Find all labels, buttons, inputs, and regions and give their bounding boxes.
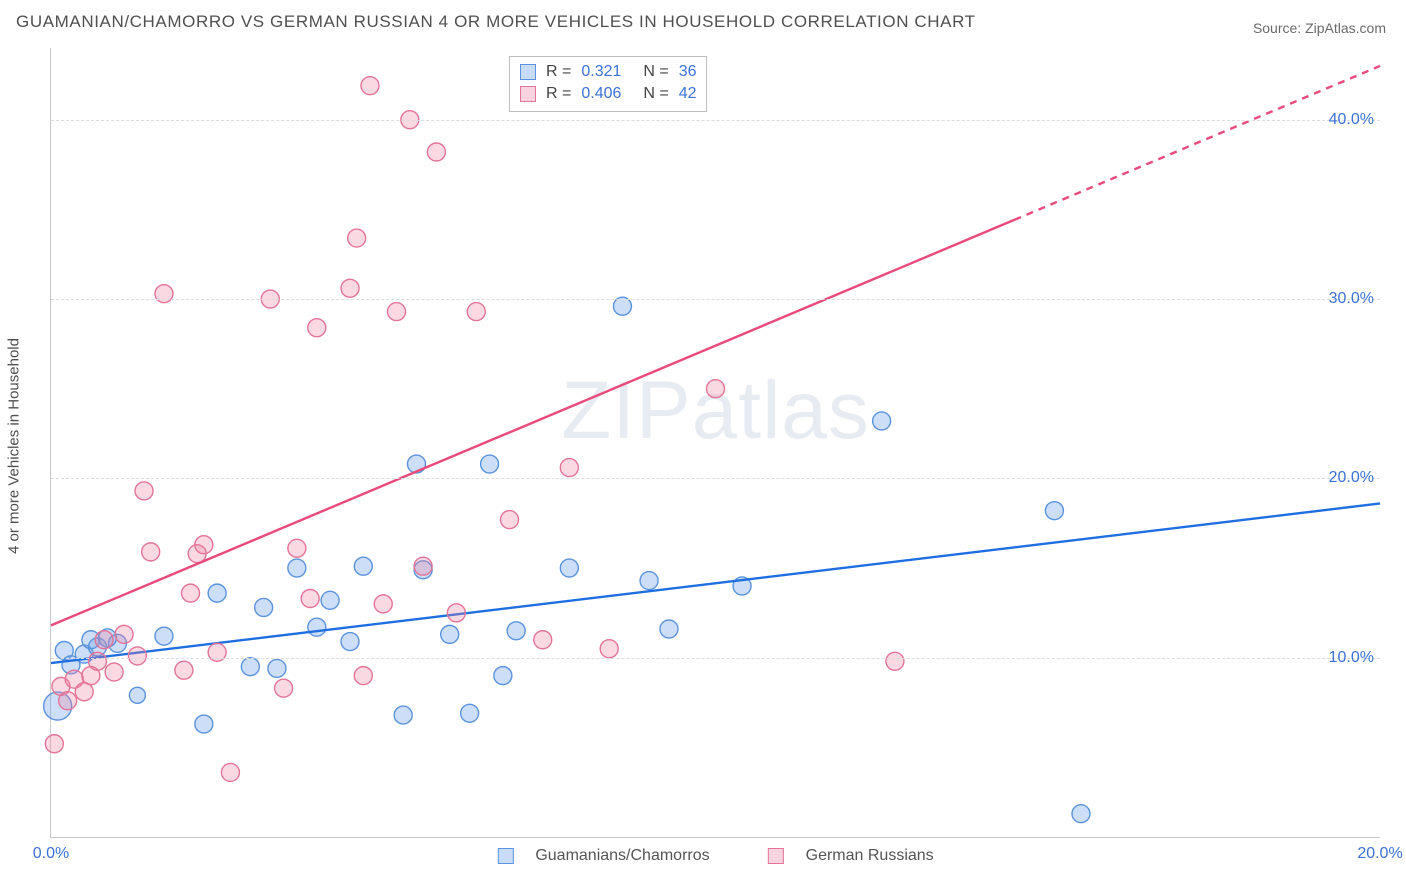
data-point xyxy=(275,679,293,697)
data-point xyxy=(45,735,63,753)
source-attribution: Source: ZipAtlas.com xyxy=(1253,20,1386,36)
data-point xyxy=(507,622,525,640)
r-label: R = xyxy=(546,63,571,81)
stats-row-series-1: R = 0.321 N = 36 xyxy=(520,61,696,83)
data-point xyxy=(155,627,173,645)
plot-area: ZIPatlas R = 0.321 N = 36 R = 0.406 N = … xyxy=(50,48,1380,838)
trend-line-extrapolated xyxy=(1015,66,1380,220)
data-point xyxy=(873,412,891,430)
legend-swatch-blue-icon xyxy=(497,848,513,864)
correlation-stats-box: R = 0.321 N = 36 R = 0.406 N = 42 xyxy=(509,56,707,112)
data-point xyxy=(241,658,259,676)
data-point xyxy=(354,557,372,575)
data-point xyxy=(288,559,306,577)
data-point xyxy=(707,380,725,398)
data-point xyxy=(501,511,519,529)
data-point xyxy=(195,715,213,733)
data-point xyxy=(447,604,465,622)
data-point xyxy=(221,763,239,781)
n-label: N = xyxy=(643,63,668,81)
data-point xyxy=(195,536,213,554)
data-point xyxy=(461,704,479,722)
data-point xyxy=(129,687,145,703)
data-point xyxy=(255,598,273,616)
data-point xyxy=(394,706,412,724)
data-point xyxy=(341,279,359,297)
legend-swatch-pink-icon xyxy=(768,848,784,864)
trend-line xyxy=(51,503,1380,663)
data-point xyxy=(128,647,146,665)
y-axis-label: 4 or more Vehicles in Household xyxy=(6,338,23,554)
y-tick-label: 30.0% xyxy=(1329,290,1374,308)
r-value-series-2: 0.406 xyxy=(581,85,633,103)
data-point xyxy=(886,652,904,670)
data-point xyxy=(374,595,392,613)
n-label: N = xyxy=(643,85,668,103)
legend-label-series-2: German Russians xyxy=(806,847,934,865)
data-point xyxy=(182,584,200,602)
data-point xyxy=(354,667,372,685)
data-point xyxy=(414,557,432,575)
chart-title: GUAMANIAN/CHAMORRO VS GERMAN RUSSIAN 4 O… xyxy=(16,12,976,32)
data-point xyxy=(481,455,499,473)
legend-swatch-blue-icon xyxy=(520,64,536,80)
data-point xyxy=(95,631,113,649)
gridline xyxy=(51,478,1380,479)
data-point xyxy=(308,618,326,636)
data-point xyxy=(208,584,226,602)
data-point xyxy=(1045,502,1063,520)
data-point xyxy=(105,663,123,681)
data-point xyxy=(560,459,578,477)
data-point xyxy=(467,303,485,321)
data-point xyxy=(308,319,326,337)
y-tick-label: 10.0% xyxy=(1329,649,1374,667)
y-tick-label: 20.0% xyxy=(1329,469,1374,487)
legend: Guamanians/Chamorros German Russians xyxy=(497,847,933,865)
data-point xyxy=(59,692,77,710)
data-point xyxy=(115,625,133,643)
data-point xyxy=(301,590,319,608)
gridline xyxy=(51,299,1380,300)
data-point xyxy=(135,482,153,500)
data-point xyxy=(534,631,552,649)
n-value-series-1: 36 xyxy=(679,63,697,81)
data-point xyxy=(288,539,306,557)
x-tick-label: 0.0% xyxy=(33,845,69,863)
r-value-series-1: 0.321 xyxy=(581,63,633,81)
stats-row-series-2: R = 0.406 N = 42 xyxy=(520,83,696,105)
data-point xyxy=(321,591,339,609)
data-point xyxy=(560,559,578,577)
data-point xyxy=(75,683,93,701)
data-point xyxy=(427,143,445,161)
data-point xyxy=(89,652,107,670)
data-point xyxy=(341,633,359,651)
data-point xyxy=(660,620,678,638)
x-tick-label: 20.0% xyxy=(1357,845,1402,863)
data-point xyxy=(268,659,286,677)
data-point xyxy=(388,303,406,321)
data-point xyxy=(142,543,160,561)
y-tick-label: 40.0% xyxy=(1329,111,1374,129)
r-label: R = xyxy=(546,85,571,103)
data-point xyxy=(348,229,366,247)
data-point xyxy=(640,572,658,590)
chart-svg xyxy=(51,48,1380,837)
n-value-series-2: 42 xyxy=(679,85,697,103)
data-point xyxy=(175,661,193,679)
data-point xyxy=(494,667,512,685)
legend-swatch-pink-icon xyxy=(520,86,536,102)
data-point xyxy=(441,625,459,643)
legend-label-series-1: Guamanians/Chamorros xyxy=(535,847,709,865)
data-point xyxy=(361,77,379,95)
data-point xyxy=(600,640,618,658)
data-point xyxy=(1072,805,1090,823)
gridline xyxy=(51,658,1380,659)
gridline xyxy=(51,120,1380,121)
